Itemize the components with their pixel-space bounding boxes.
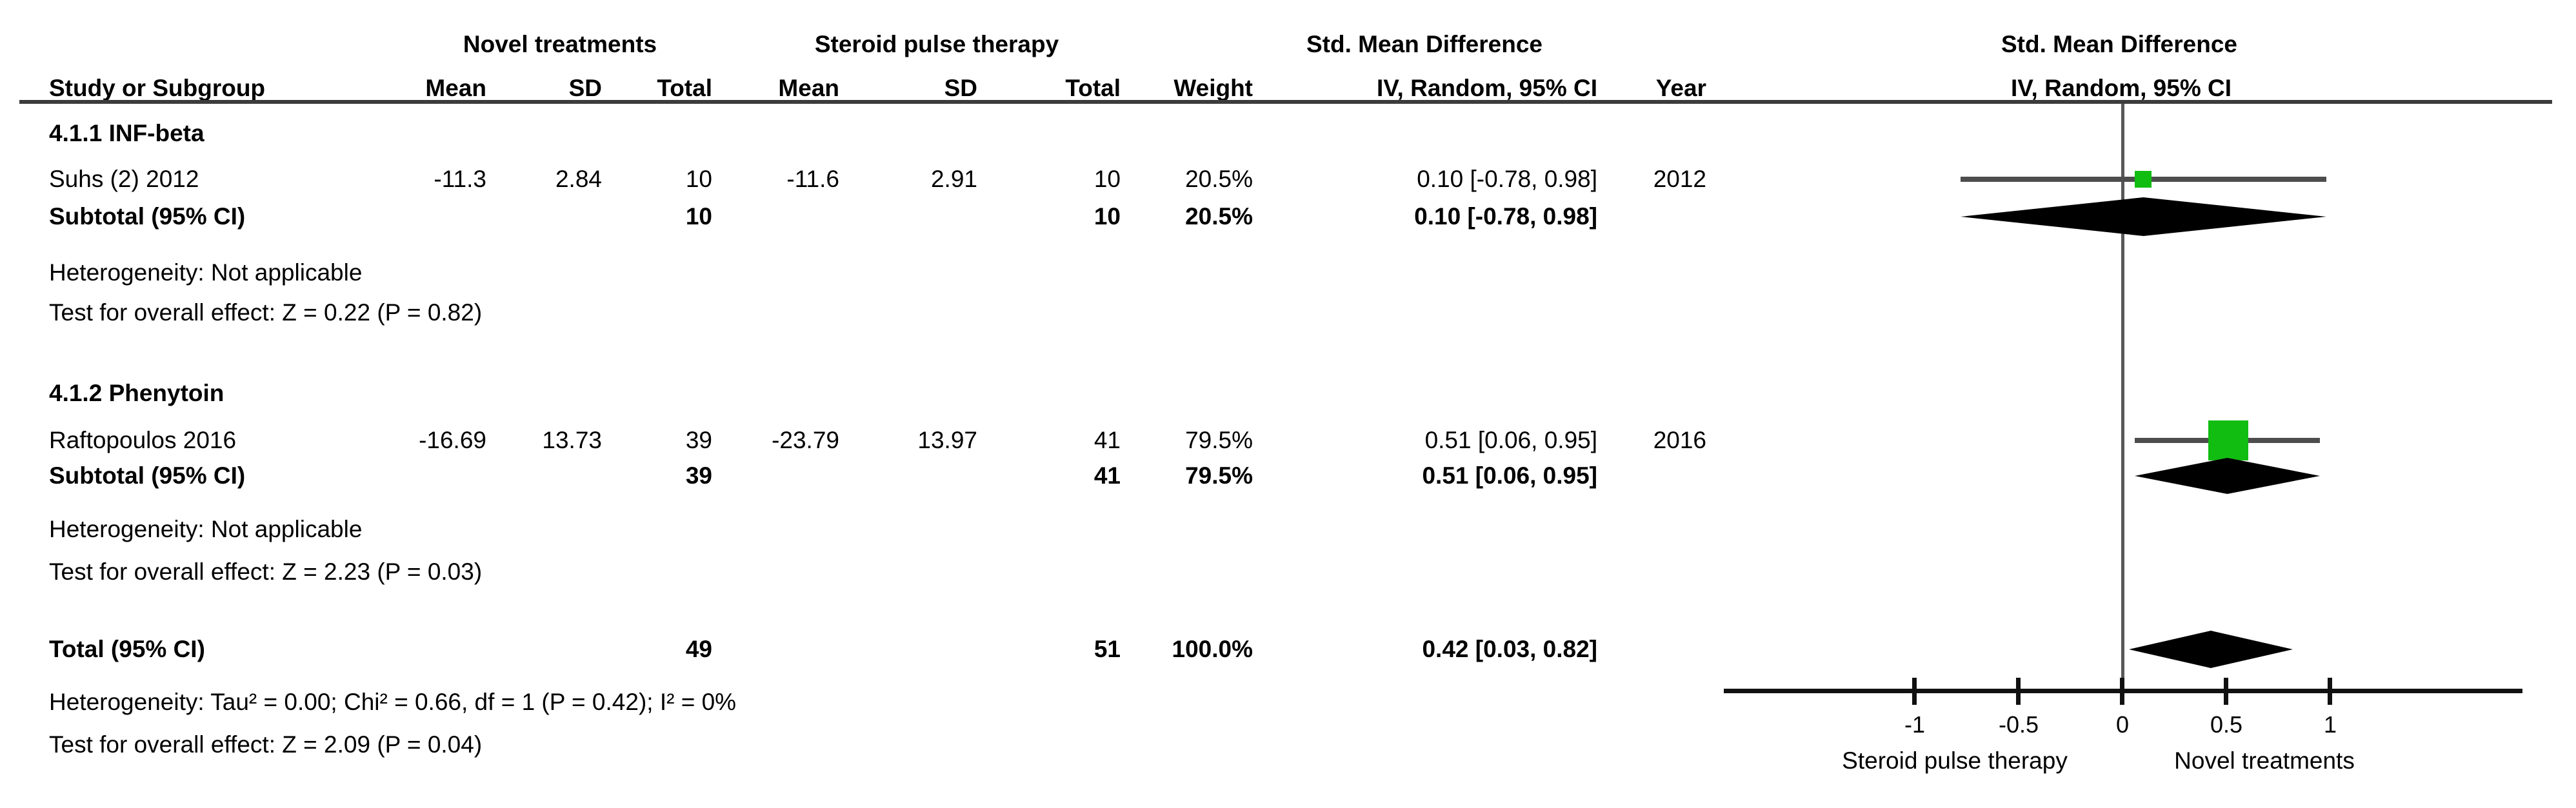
study-marker xyxy=(2208,420,2248,460)
steroid-total: 10 xyxy=(1093,166,1121,192)
col-header-mean-steroid: Mean xyxy=(778,75,839,101)
weight-value: 79.5% xyxy=(1185,427,1253,453)
novel-total: 39 xyxy=(685,427,712,453)
col-header-sd-novel: SD xyxy=(568,75,602,101)
subtotal-row: Subtotal (95% CI) 10 10 20.5% 0.10 [-0.7… xyxy=(0,199,2576,235)
x-axis-tick xyxy=(2016,678,2021,705)
overall-effect-text: Test for overall effect: Z = 2.09 (P = 0… xyxy=(49,731,483,758)
x-tick-label: 0 xyxy=(2115,711,2130,738)
x-axis-tick xyxy=(2120,678,2124,705)
col-header-year: Year xyxy=(1655,75,1706,101)
overall-effect-text: Test for overall effect: Z = 2.23 (P = 0… xyxy=(49,558,483,585)
total-label: Total (95% CI) xyxy=(49,636,205,662)
subgroup-label: 4.1.1 INF-beta xyxy=(49,120,205,146)
group-header-smd: Std. Mean Difference xyxy=(1306,31,1543,57)
subgroup-header-row: 4.1.2 Phenytoin xyxy=(0,375,2576,411)
plot-header-smd: Std. Mean Difference xyxy=(2001,31,2237,57)
study-row: Raftopoulos 2016 -16.69 13.73 39 -23.79 … xyxy=(0,422,2576,458)
plot-header-ci: IV, Random, 95% CI xyxy=(2010,75,2232,101)
col-header-mean-novel: Mean xyxy=(425,75,486,101)
subtotal-novel-total: 10 xyxy=(685,203,712,230)
smd-ci-value: 0.51 [0.06, 0.95] xyxy=(1424,427,1597,453)
x-tick-label: -0.5 xyxy=(1998,711,2039,738)
col-header-sd-steroid: SD xyxy=(944,75,977,101)
group-header-row: Novel treatments Steroid pulse therapy S… xyxy=(0,26,2576,63)
col-header-total-novel: Total xyxy=(657,75,712,101)
favours-control-label: Steroid pulse therapy xyxy=(1842,747,2068,774)
heterogeneity-text: Heterogeneity: Not applicable xyxy=(49,259,363,286)
col-header-weight: Weight xyxy=(1173,75,1253,101)
x-axis-tick xyxy=(1912,678,1917,705)
x-axis-tick xyxy=(2328,678,2332,705)
overall-effect-row: Test for overall effect: Z = 0.22 (P = 0… xyxy=(0,295,2576,331)
study-row: Suhs (2) 2012 -11.3 2.84 10 -11.6 2.91 1… xyxy=(0,161,2576,197)
steroid-sd: 2.91 xyxy=(930,166,977,192)
novel-mean: -16.69 xyxy=(419,427,486,453)
col-header-study: Study or Subgroup xyxy=(49,75,266,101)
group-header-novel: Novel treatments xyxy=(463,31,657,57)
novel-sd: 13.73 xyxy=(542,427,602,453)
smd-ci-value: 0.10 [-0.78, 0.98] xyxy=(1417,166,1597,192)
subtotal-label: Subtotal (95% CI) xyxy=(49,462,246,489)
study-name: Suhs (2) 2012 xyxy=(49,166,199,192)
heterogeneity-text: Heterogeneity: Not applicable xyxy=(49,516,363,542)
group-header-steroid: Steroid pulse therapy xyxy=(814,31,1059,57)
col-header-total-steroid: Total xyxy=(1065,75,1121,101)
subtotal-novel-total: 39 xyxy=(685,462,712,489)
steroid-sd: 13.97 xyxy=(917,427,977,453)
subtotal-smd-ci: 0.10 [-0.78, 0.98] xyxy=(1414,203,1597,230)
overall-effect-row: Test for overall effect: Z = 2.09 (P = 0… xyxy=(0,727,2576,763)
steroid-mean: -23.79 xyxy=(772,427,839,453)
column-header-row: Study or Subgroup Mean SD Total Mean SD … xyxy=(0,70,2576,106)
subtotal-weight: 20.5% xyxy=(1185,203,1253,230)
overall-effect-text: Test for overall effect: Z = 0.22 (P = 0… xyxy=(49,299,483,326)
total-novel-total: 49 xyxy=(685,636,712,662)
weight-value: 20.5% xyxy=(1185,166,1253,192)
subtotal-label: Subtotal (95% CI) xyxy=(49,203,246,230)
heterogeneity-text: Heterogeneity: Tau² = 0.00; Chi² = 0.66,… xyxy=(49,689,737,715)
subtotal-steroid-total: 10 xyxy=(1093,203,1121,230)
x-axis-tick xyxy=(2224,678,2228,705)
header-rule xyxy=(19,100,2552,104)
year-value: 2016 xyxy=(1653,427,1706,453)
x-tick-label: 0.5 xyxy=(2210,711,2243,738)
total-steroid-total: 51 xyxy=(1093,636,1121,662)
overall-effect-row: Test for overall effect: Z = 2.23 (P = 0… xyxy=(0,554,2576,590)
col-header-ci: IV, Random, 95% CI xyxy=(1376,75,1597,101)
novel-sd: 2.84 xyxy=(555,166,602,192)
zero-line xyxy=(2121,104,2124,691)
subgroup-header-row: 4.1.1 INF-beta xyxy=(0,115,2576,152)
favours-experimental-label: Novel treatments xyxy=(2174,747,2355,774)
heterogeneity-row: Heterogeneity: Not applicable xyxy=(0,511,2576,547)
heterogeneity-row: Heterogeneity: Tau² = 0.00; Chi² = 0.66,… xyxy=(0,684,2576,720)
subtotal-smd-ci: 0.51 [0.06, 0.95] xyxy=(1422,462,1597,489)
total-smd-ci: 0.42 [0.03, 0.82] xyxy=(1422,636,1597,662)
steroid-mean: -11.6 xyxy=(786,166,839,192)
subtotal-row: Subtotal (95% CI) 39 41 79.5% 0.51 [0.06… xyxy=(0,458,2576,494)
steroid-total: 41 xyxy=(1093,427,1121,453)
total-row: Total (95% CI) 49 51 100.0% 0.42 [0.03, … xyxy=(0,631,2576,667)
subgroup-label: 4.1.2 Phenytoin xyxy=(49,380,225,406)
subtotal-weight: 79.5% xyxy=(1185,462,1253,489)
x-tick-label: 1 xyxy=(2323,711,2337,738)
x-tick-label: -1 xyxy=(1904,711,1926,738)
heterogeneity-row: Heterogeneity: Not applicable xyxy=(0,255,2576,291)
novel-mean: -11.3 xyxy=(434,166,486,192)
novel-total: 10 xyxy=(685,166,712,192)
study-name: Raftopoulos 2016 xyxy=(49,427,237,453)
year-value: 2012 xyxy=(1653,166,1706,192)
total-weight: 100.0% xyxy=(1172,636,1253,662)
subtotal-steroid-total: 41 xyxy=(1093,462,1121,489)
study-marker xyxy=(2135,171,2152,188)
